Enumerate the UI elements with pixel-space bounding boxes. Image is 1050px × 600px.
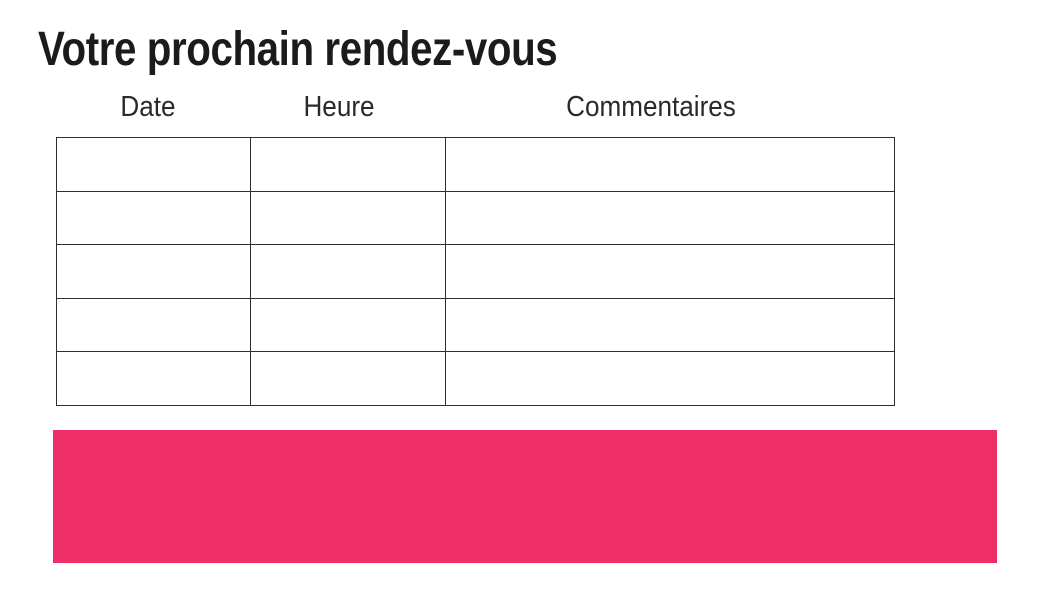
table-cell-commentaires (445, 190, 895, 245)
table-cell-heure (250, 190, 446, 245)
table-row (56, 137, 895, 192)
table-cell-date (56, 190, 251, 245)
table-cell-heure (250, 137, 446, 192)
column-header-commentaires: Commentaires (566, 91, 736, 123)
table-cell-date (56, 244, 251, 299)
appointments-table-body (56, 137, 895, 406)
table-cell-date (56, 137, 251, 192)
table-cell-heure (250, 297, 446, 352)
table-row (56, 351, 895, 406)
table-cell-heure (250, 351, 446, 406)
table-row (56, 244, 895, 299)
page-title: Votre prochain rendez-vous (38, 23, 558, 76)
appointments-table (56, 137, 895, 406)
table-cell-date (56, 351, 251, 406)
table-row (56, 297, 895, 352)
column-header-heure: Heure (303, 91, 375, 123)
table-cell-commentaires (445, 137, 895, 192)
pink-highlight-banner (53, 430, 997, 563)
table-cell-commentaires (445, 351, 895, 406)
table-cell-commentaires (445, 297, 895, 352)
table-cell-heure (250, 244, 446, 299)
table-row (56, 190, 895, 245)
column-header-date: Date (120, 91, 176, 123)
table-cell-commentaires (445, 244, 895, 299)
table-cell-date (56, 297, 251, 352)
